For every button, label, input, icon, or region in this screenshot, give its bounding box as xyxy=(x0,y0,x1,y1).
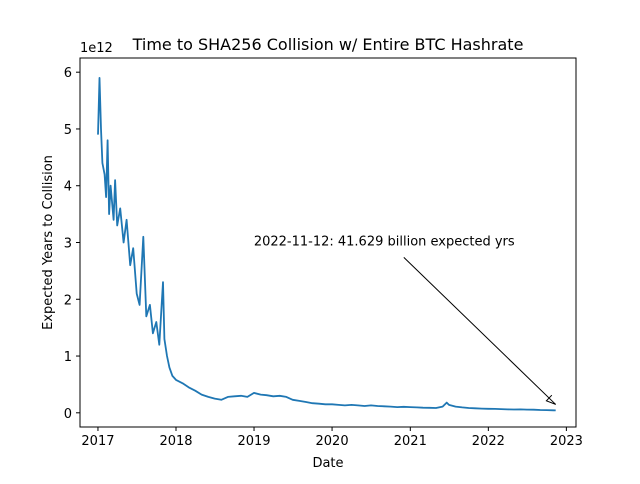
x-tick-label: 2017 xyxy=(81,434,114,449)
y-axis-label: Expected Years to Collision xyxy=(41,155,56,330)
x-tick-label: 2021 xyxy=(394,434,427,449)
y-tick-label: 6 xyxy=(64,66,72,81)
annotation-arrow xyxy=(403,256,557,405)
chart-title: Time to SHA256 Collision w/ Entire BTC H… xyxy=(132,35,524,54)
x-tick-label: 2018 xyxy=(159,434,192,449)
series-line-0 xyxy=(97,77,556,412)
y-tick-label: 5 xyxy=(64,123,72,138)
y-tick-label: 0 xyxy=(64,407,72,422)
y-tick-label: 2 xyxy=(64,293,72,308)
y-offset-label: 1e12 xyxy=(80,41,113,56)
x-tick-label: 2022 xyxy=(472,434,505,449)
y-tick-label: 4 xyxy=(64,180,72,195)
y-tick-label: 3 xyxy=(64,237,72,252)
x-tick-label: 2023 xyxy=(550,434,583,449)
x-tick-label: 2019 xyxy=(237,434,270,449)
x-tick-label: 2020 xyxy=(316,434,349,449)
annotation-arrowhead xyxy=(545,394,556,405)
x-axis-label: Date xyxy=(312,456,343,471)
annotation-text: 2022-11-12: 41.629 billion expected yrs xyxy=(254,234,515,249)
y-tick-label: 1 xyxy=(64,350,72,365)
